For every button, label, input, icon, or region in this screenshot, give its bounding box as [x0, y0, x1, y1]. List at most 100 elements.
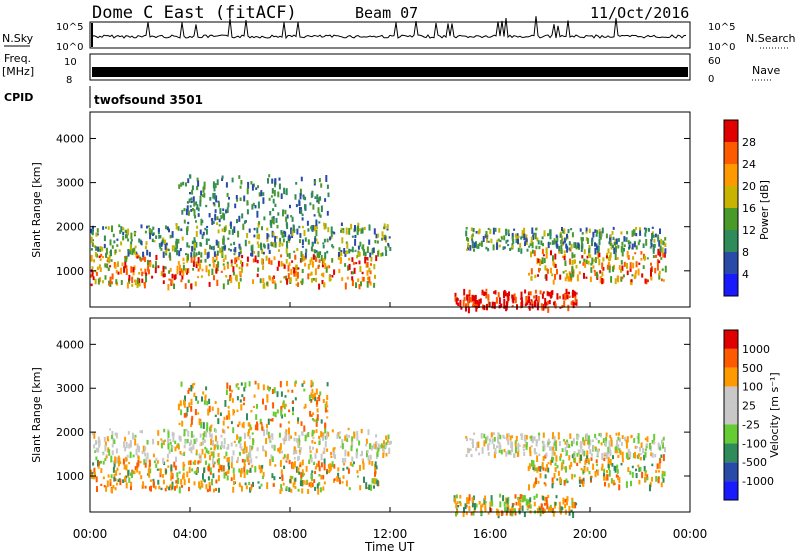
cell-max	[465, 305, 467, 312]
cell-low	[286, 214, 289, 219]
cell-high	[608, 265, 611, 273]
cell-high	[550, 267, 552, 274]
cell-mid	[561, 227, 563, 231]
cell-neg	[551, 477, 554, 483]
cell-neg	[603, 475, 606, 481]
cell-neutral	[249, 451, 252, 458]
cell-neg	[658, 461, 661, 469]
cell-high	[599, 276, 602, 284]
cell-mid	[134, 251, 137, 255]
cell-max	[546, 301, 549, 305]
cell-high	[135, 254, 138, 258]
cell-low	[275, 217, 278, 223]
cell-neutral	[555, 445, 558, 452]
cell-high	[339, 257, 342, 264]
cell-neg	[287, 421, 290, 424]
nsky-line	[91, 16, 687, 40]
cell-neutral	[557, 436, 560, 440]
cell-mid	[129, 248, 132, 255]
cell-neg	[237, 387, 240, 390]
cell-neg	[191, 468, 194, 472]
cell-high	[187, 268, 190, 274]
cell-neutral	[273, 444, 276, 451]
cell-neg	[267, 418, 270, 425]
cell-low	[210, 218, 213, 221]
cell-neg	[256, 423, 259, 431]
cell-neg	[540, 504, 543, 507]
cell-high	[658, 270, 661, 274]
cell-low	[217, 200, 220, 203]
cell-high	[201, 268, 204, 272]
cell-high	[197, 257, 200, 264]
cell-mid	[118, 249, 121, 252]
cell-mid	[499, 240, 502, 243]
cell-neg	[523, 511, 526, 518]
cell-mid	[99, 249, 102, 252]
cell-mid	[227, 237, 230, 240]
cell-neg	[188, 466, 191, 473]
cell-neg	[191, 415, 194, 420]
cell-high	[620, 260, 623, 265]
cell-neg	[302, 480, 305, 485]
cell-max	[533, 295, 536, 299]
cell-neg	[103, 485, 106, 488]
cell-neg	[128, 462, 131, 465]
cell-neg	[217, 418, 220, 425]
cell-neutral	[633, 438, 636, 443]
cell-neutral	[270, 454, 273, 461]
cell-mid	[631, 230, 634, 237]
cell-mid	[611, 231, 614, 235]
cell-mid	[230, 243, 233, 246]
cell-low	[246, 200, 249, 206]
cell-high	[230, 276, 233, 284]
cell-high	[348, 263, 351, 270]
cell-neg	[162, 479, 165, 485]
cell-high	[222, 258, 225, 263]
cell-high	[348, 257, 351, 261]
cell-neutral	[553, 436, 556, 442]
cell-neutral	[278, 447, 281, 454]
cell-high	[552, 255, 554, 262]
cell-neg	[374, 464, 377, 471]
cell-high	[322, 272, 325, 278]
cell-high	[197, 263, 200, 267]
cell-neg	[595, 459, 598, 463]
cell-high	[136, 277, 139, 283]
cell-low	[181, 209, 184, 215]
cell-neg	[197, 412, 200, 415]
cell-mid	[345, 241, 348, 245]
cell-neg	[659, 458, 662, 464]
cell-high	[589, 254, 592, 258]
cell-mid	[315, 238, 318, 242]
cell-mid	[357, 225, 359, 233]
cell-mid	[467, 237, 470, 242]
cell-neg	[195, 472, 198, 475]
cell-high	[212, 262, 215, 268]
cell-neutral	[388, 447, 391, 454]
cell-high	[104, 275, 107, 280]
cell-neutral	[183, 453, 185, 456]
cell-neg	[532, 464, 535, 470]
cell-high	[626, 270, 629, 276]
cell-neutral	[198, 453, 201, 457]
cell-neutral	[200, 442, 203, 446]
cell-neutral	[591, 439, 594, 443]
cell-neutral	[351, 441, 354, 447]
cell-mid	[654, 233, 657, 238]
cell-neg	[98, 461, 101, 465]
cell-mid	[509, 247, 512, 251]
cell-low	[260, 190, 263, 197]
cell-low	[254, 205, 257, 209]
cell-high	[556, 268, 558, 275]
freq-label-line1: Freq.	[4, 52, 31, 65]
cell-mid	[515, 236, 518, 240]
cell-neg	[635, 473, 638, 479]
cell-neg	[117, 479, 120, 483]
cell-neg	[236, 409, 239, 412]
cell-neg	[102, 476, 105, 480]
cell-high	[660, 278, 663, 282]
cell-neg	[178, 422, 181, 426]
cell-mid	[384, 246, 387, 250]
cell-neutral	[657, 442, 660, 450]
cell-low	[257, 201, 260, 209]
